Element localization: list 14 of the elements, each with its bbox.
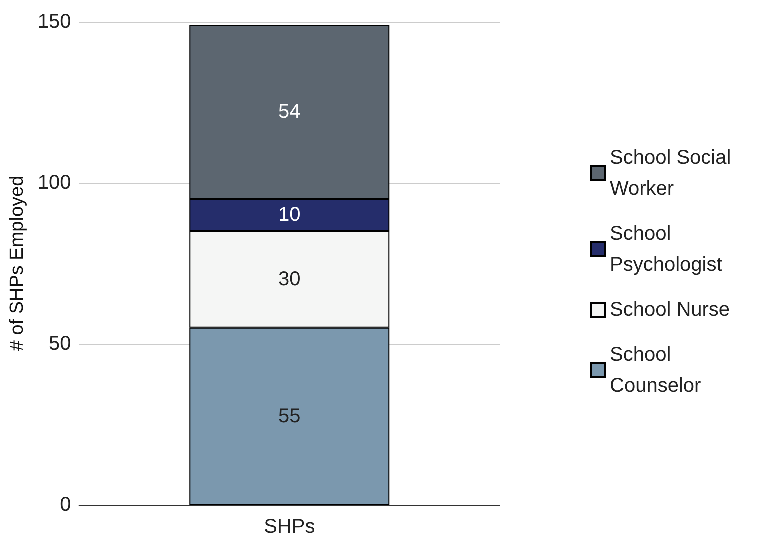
- data-label: 30: [278, 268, 301, 291]
- legend-label: School Nurse: [610, 299, 730, 321]
- y-tick-label: 150: [38, 11, 72, 33]
- data-label: 55: [278, 405, 301, 428]
- legend-label: School Psychologist: [610, 223, 723, 276]
- y-tick-label: 100: [38, 172, 72, 194]
- data-label: 10: [278, 204, 301, 226]
- legend-label: School Counselor: [610, 344, 702, 397]
- legend-label: School Social Worker: [610, 147, 737, 200]
- x-tick-label: SHPs: [264, 516, 316, 538]
- y-tick-label: 0: [60, 494, 72, 516]
- y-axis-title: # of SHPs Employed: [7, 176, 28, 352]
- data-label: 54: [278, 101, 301, 124]
- y-tick-label: 50: [49, 333, 72, 355]
